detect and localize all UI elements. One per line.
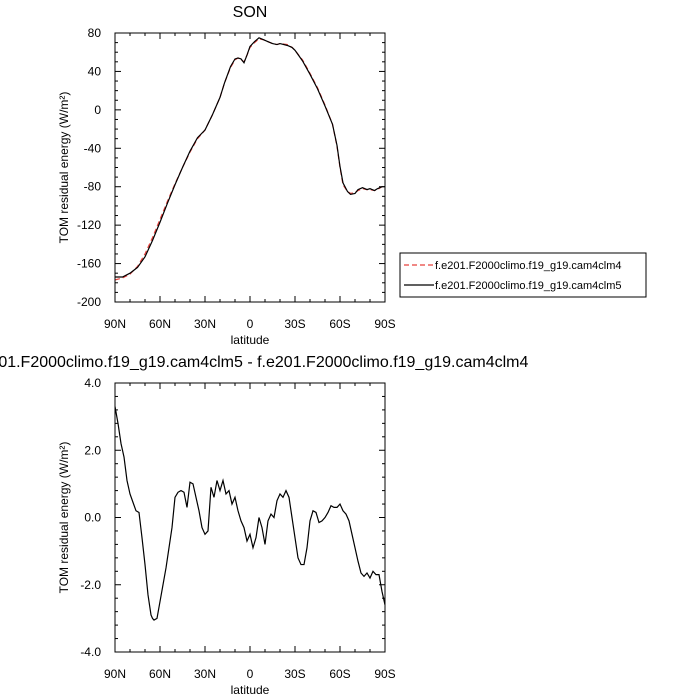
series-line-0 xyxy=(115,38,385,281)
series-line-0 xyxy=(115,406,385,621)
chart-top-son: SON 90N 60N 30N 0 30S 60S 90S -200 -160 -120 -80 -40… xyxy=(57,4,647,347)
y-tick-label: -120 xyxy=(77,218,101,232)
x-tick-label: 0 xyxy=(247,317,254,331)
y-tick-label: 80 xyxy=(88,26,102,40)
x-tick-label: 60N xyxy=(149,317,171,331)
y-tick-label: 0 xyxy=(94,103,101,117)
x-axis-label: latitude xyxy=(231,333,270,347)
series-line-1 xyxy=(115,37,385,278)
legend-entry-0: f.e201.F2000climo.f19_g19.cam4clm4 xyxy=(435,260,622,272)
x-axis-label: latitude xyxy=(231,683,270,697)
y-tick-label: -2.0 xyxy=(80,578,101,592)
plot-frame xyxy=(114,32,386,303)
chart-title: SON xyxy=(233,4,268,21)
y-tick-label: -4.0 xyxy=(80,645,101,659)
chart-title: f.e201.F2000climo.f19_g19.cam4clm5 - f.e… xyxy=(0,354,528,371)
x-tick-label: 90S xyxy=(374,317,395,331)
y-tick-label: 4.0 xyxy=(84,376,101,390)
x-tick-label: 30S xyxy=(284,667,305,681)
x-tick-label: 0 xyxy=(247,667,254,681)
y-axis-label: TOM residual energy (W/m²) xyxy=(57,442,71,594)
x-tick-label: 90N xyxy=(104,317,126,331)
y-tick-label: -40 xyxy=(84,141,102,155)
x-tick-label: 60S xyxy=(329,667,350,681)
y-tick-label: 40 xyxy=(88,64,102,78)
x-tick-label: 30N xyxy=(194,317,216,331)
x-tick-label: 60S xyxy=(329,317,350,331)
x-tick-label: 60N xyxy=(149,667,171,681)
y-axis-label: TOM residual energy (W/m²) xyxy=(57,92,71,244)
y-tick-label: 2.0 xyxy=(84,443,101,457)
x-tick-label: 30S xyxy=(284,317,305,331)
legend-entry-1: f.e201.F2000climo.f19_g19.cam4clm5 xyxy=(435,280,622,292)
plot-frame xyxy=(114,382,386,653)
chart-bottom-difference: f.e201.F2000climo.f19_g19.cam4clm5 - f.e… xyxy=(0,354,528,697)
x-tick-label: 90S xyxy=(374,667,395,681)
y-tick-label: 0.0 xyxy=(84,511,101,525)
legend-box xyxy=(399,252,647,298)
x-tick-label: 90N xyxy=(104,667,126,681)
y-tick-label: -80 xyxy=(84,180,102,194)
x-tick-label: 30N xyxy=(194,667,216,681)
y-tick-label: -160 xyxy=(77,257,101,271)
y-tick-label: -200 xyxy=(77,295,101,309)
